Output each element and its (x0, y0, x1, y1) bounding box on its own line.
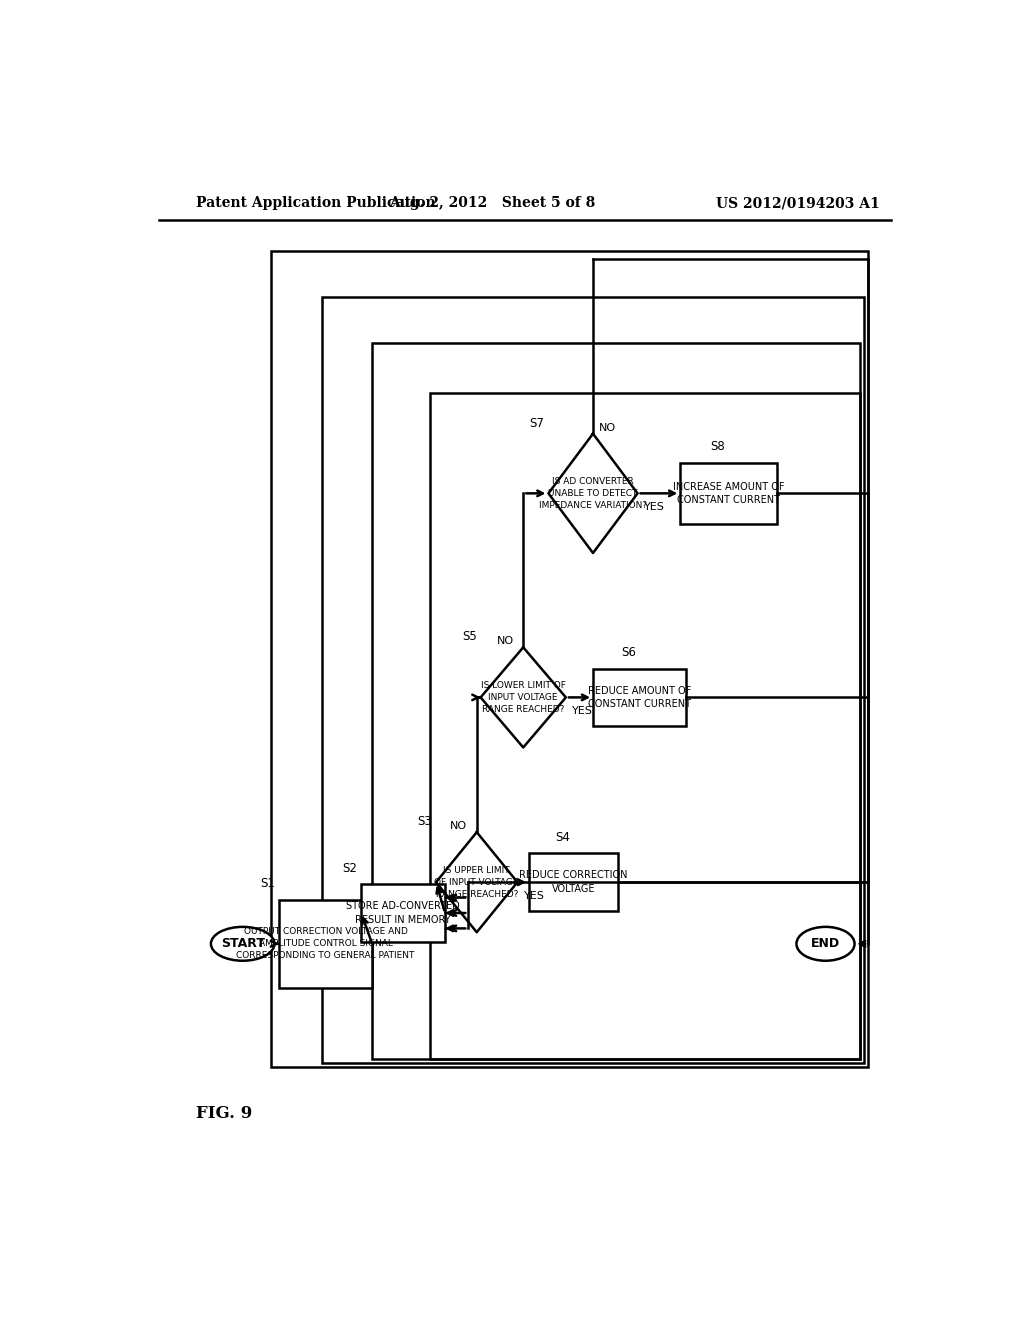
Text: S4: S4 (555, 832, 569, 843)
Text: IS AD CONVERTER
UNABLE TO DETECT
IMPEDANCE VARIATION?: IS AD CONVERTER UNABLE TO DETECT IMPEDAN… (539, 477, 647, 510)
Text: S6: S6 (621, 647, 636, 659)
FancyBboxPatch shape (361, 884, 445, 942)
Text: S2: S2 (342, 862, 357, 875)
Polygon shape (480, 647, 566, 747)
Text: REDUCE CORRECTION
VOLTAGE: REDUCE CORRECTION VOLTAGE (519, 870, 628, 894)
Polygon shape (549, 434, 638, 553)
Text: S7: S7 (529, 417, 545, 430)
Text: NO: NO (599, 422, 616, 433)
Ellipse shape (797, 927, 855, 961)
Text: REDUCE AMOUNT OF
CONSTANT CURRENT: REDUCE AMOUNT OF CONSTANT CURRENT (588, 685, 691, 709)
Text: US 2012/0194203 A1: US 2012/0194203 A1 (716, 197, 880, 210)
Text: FIG. 9: FIG. 9 (197, 1105, 253, 1122)
Text: S5: S5 (462, 631, 477, 644)
Text: YES: YES (644, 502, 665, 512)
Text: S8: S8 (710, 441, 725, 453)
FancyBboxPatch shape (680, 462, 777, 524)
Text: NO: NO (497, 636, 514, 647)
Text: START: START (221, 937, 264, 950)
Text: INCREASE AMOUNT OF
CONSTANT CURRENT: INCREASE AMOUNT OF CONSTANT CURRENT (673, 482, 784, 506)
Text: NO: NO (451, 821, 467, 832)
FancyBboxPatch shape (529, 853, 618, 911)
Text: STORE AD-CONVERTED
RESULT IN MEMORY: STORE AD-CONVERTED RESULT IN MEMORY (346, 902, 460, 925)
Text: S3: S3 (418, 816, 432, 829)
FancyBboxPatch shape (280, 899, 372, 989)
Text: IS LOWER LIMIT OF
INPUT VOLTAGE
RANGE REACHED?: IS LOWER LIMIT OF INPUT VOLTAGE RANGE RE… (481, 681, 565, 714)
Text: IS UPPER LIMIT
OF INPUT VOLTAGE
RANGE REACHED?: IS UPPER LIMIT OF INPUT VOLTAGE RANGE RE… (434, 866, 519, 899)
Ellipse shape (211, 927, 274, 961)
Polygon shape (436, 832, 517, 932)
FancyBboxPatch shape (593, 668, 686, 726)
Text: YES: YES (572, 706, 593, 717)
Text: YES: YES (523, 891, 545, 902)
Text: OUTPUT CORRECTION VOLTAGE AND
AMPLITUDE CONTROL SIGNAL
CORRESPONDING TO GENERAL : OUTPUT CORRECTION VOLTAGE AND AMPLITUDE … (237, 927, 415, 961)
Text: Patent Application Publication: Patent Application Publication (197, 197, 436, 210)
Text: END: END (811, 937, 840, 950)
Text: S1: S1 (260, 878, 275, 890)
Text: Aug. 2, 2012   Sheet 5 of 8: Aug. 2, 2012 Sheet 5 of 8 (389, 197, 595, 210)
